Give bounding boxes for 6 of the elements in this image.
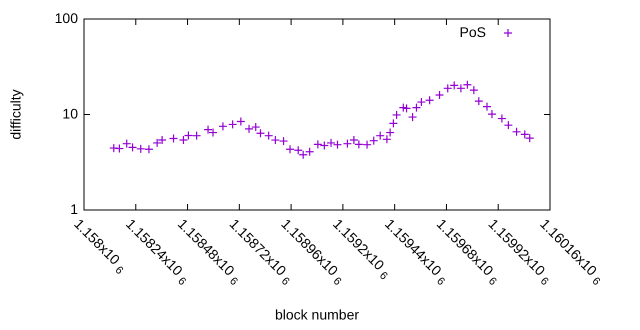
x-axis-title: block number <box>274 306 360 322</box>
y-tick-label: 1 <box>70 200 78 217</box>
y-axis-title: difficulty <box>7 89 24 140</box>
legend-label: PoS <box>460 24 486 40</box>
y-tick-label: 100 <box>54 10 78 26</box>
y-tick-label: 10 <box>62 105 78 122</box>
